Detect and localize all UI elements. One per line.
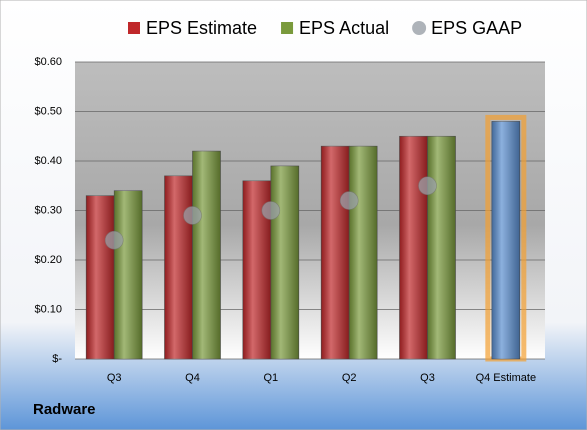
bar	[399, 135, 428, 360]
legend-swatch	[128, 22, 140, 34]
point	[183, 206, 202, 225]
y-tick-label: $0.40	[34, 155, 62, 167]
x-tick-label: Q3	[420, 372, 435, 384]
bar	[348, 145, 378, 360]
legend-swatch	[412, 21, 427, 35]
x-tick-label: Q3	[107, 372, 122, 384]
x-tick-label: Q4	[185, 372, 200, 384]
footer: Radware	[33, 401, 96, 418]
bar	[270, 165, 300, 360]
y-tick-label: $0.30	[34, 204, 62, 216]
bar	[85, 195, 115, 360]
bar	[320, 145, 350, 360]
point	[339, 191, 359, 210]
bar	[113, 190, 143, 360]
y-tick-label: $0.50	[34, 105, 62, 117]
point	[261, 201, 281, 220]
bar	[192, 150, 221, 360]
bar	[164, 175, 193, 360]
legend-swatch	[281, 22, 294, 34]
legend-label: EPS Estimate	[146, 18, 257, 38]
y-tick-label: $0.60	[34, 56, 62, 68]
bar	[427, 135, 456, 360]
point	[418, 176, 437, 196]
point	[104, 230, 124, 250]
bar	[491, 121, 521, 360]
legend: EPS Estimate EPS Actual EPS GAAP	[128, 18, 522, 38]
x-tick-label: Q2	[342, 372, 357, 384]
x-tick-label: Q1	[263, 372, 278, 384]
legend-label: EPS Actual	[299, 18, 389, 38]
y-tick-label: $0.10	[34, 303, 62, 315]
y-tick-label: $0.20	[34, 254, 62, 266]
legend-label: EPS GAAP	[431, 18, 522, 38]
y-tick-label: $-	[52, 353, 62, 365]
x-tick-label: Q4 Estimate	[476, 372, 537, 384]
